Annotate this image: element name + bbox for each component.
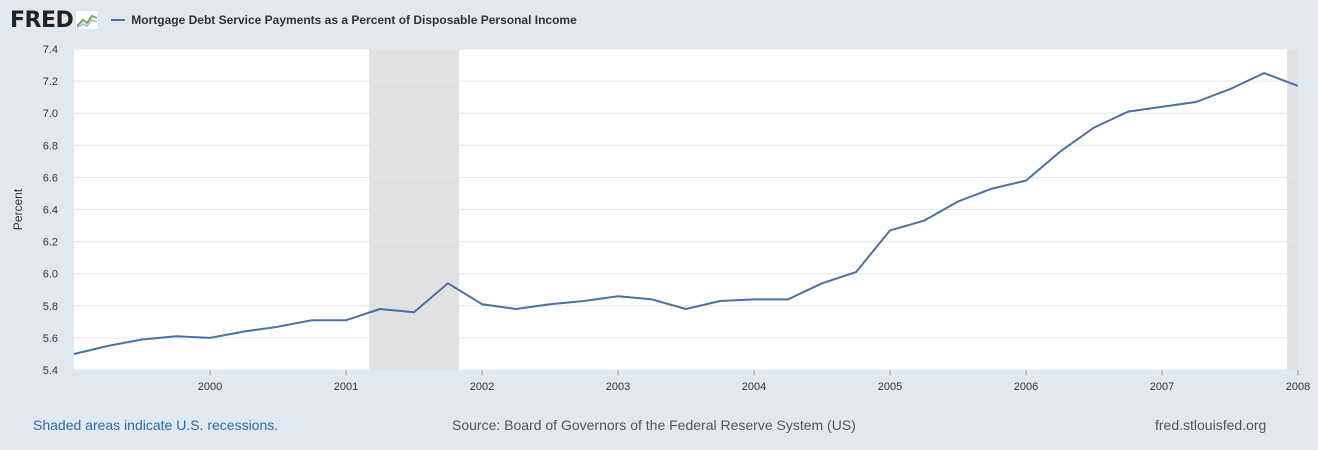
y-tick-label: 5.8	[43, 301, 58, 313]
y-tick-label: 7.4	[43, 44, 58, 56]
y-tick-label: 6.2	[43, 237, 58, 249]
x-tick-label: 2006	[1014, 381, 1038, 393]
chart-header: FRED Mortgage Debt Service Payments as a…	[10, 6, 577, 34]
y-tick-label: 5.4	[43, 365, 58, 377]
y-tick-label: 7.0	[43, 108, 58, 120]
fred-logo[interactable]: FRED	[10, 7, 100, 33]
y-tick-label: 5.6	[43, 333, 58, 345]
y-tick-label: 6.4	[43, 205, 58, 217]
x-tick-label: 2001	[334, 381, 358, 393]
chart-legend[interactable]: Mortgage Debt Service Payments as a Perc…	[111, 13, 577, 27]
recession-note-link[interactable]: Shaded areas indicate U.S. recessions.	[33, 417, 279, 433]
logo-text: FRED	[10, 7, 74, 33]
x-tick-label: 2000	[198, 381, 222, 393]
y-tick-label: 6.0	[43, 269, 58, 281]
grid-lines	[74, 48, 1298, 371]
site-link[interactable]: fred.stlouisfed.org	[1155, 417, 1267, 433]
x-tick-label: 2004	[742, 381, 766, 393]
y-tick-label: 6.8	[43, 140, 58, 152]
series-layer	[73, 72, 1299, 355]
x-tick-label: 2008	[1286, 381, 1310, 393]
y-axis-ticks: 5.4 5.6 5.8 6.0 6.2 6.4 6.6 6.8 7.0 7.2 7.4	[43, 44, 58, 377]
x-tick-label: 2003	[606, 381, 630, 393]
legend-swatch	[111, 19, 126, 21]
series-line	[73, 72, 1299, 355]
line-chart[interactable]: 5.45.65.86.06.26.46.66.87.07.27.4 2000 20…	[0, 0, 1318, 410]
chart-line-icon	[75, 10, 100, 30]
y-tick-label: 6.6	[43, 172, 58, 184]
x-tick-label: 2007	[1150, 381, 1174, 393]
y-axis-label: Percent	[11, 188, 25, 230]
legend-series-label: Mortgage Debt Service Payments as a Perc…	[131, 13, 577, 27]
y-tick-label: 7.2	[43, 76, 58, 88]
x-tick-label: 2005	[878, 381, 902, 393]
x-tick-label: 2002	[470, 381, 494, 393]
source-text: Source: Board of Governors of the Federa…	[452, 417, 856, 433]
x-axis-ticks: 2000 2001 2002 2003 2004 2005 2006 2007 2008	[198, 370, 1310, 393]
